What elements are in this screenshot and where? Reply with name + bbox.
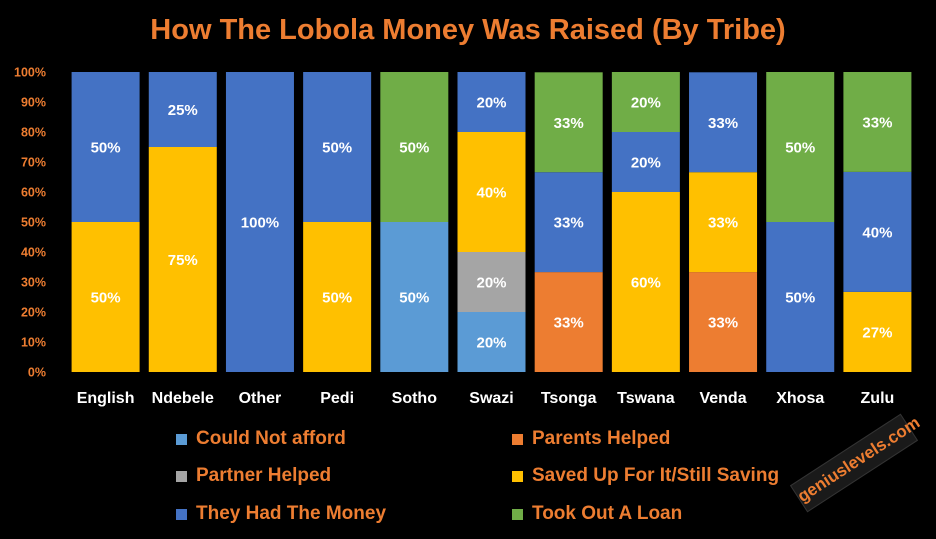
bar-segment [71, 222, 140, 372]
data-label: 20% [631, 155, 661, 172]
x-category-label: Other [239, 390, 282, 407]
bar-segment [380, 72, 449, 222]
chart-title: How The Lobola Money Was Raised (By Trib… [150, 14, 786, 46]
bar-segment [689, 272, 758, 372]
data-label: 33% [554, 115, 584, 132]
bar-segment [457, 72, 526, 132]
bar-segment [611, 132, 680, 192]
bar-segment [534, 72, 603, 173]
y-tick-label: 50% [21, 216, 46, 230]
data-label: 20% [476, 95, 506, 112]
data-label: 33% [708, 315, 738, 332]
data-label: 50% [399, 290, 429, 307]
data-label: 40% [862, 224, 892, 241]
y-tick-label: 20% [21, 306, 46, 320]
bar-segment [843, 291, 912, 372]
x-category-label: Xhosa [776, 390, 824, 407]
data-label: 50% [91, 290, 121, 307]
bar-segment [148, 72, 217, 147]
bar-segment [303, 222, 372, 372]
x-category-label: Pedi [320, 390, 354, 407]
bar-segment [457, 252, 526, 312]
x-category-label: Tswana [617, 390, 675, 407]
data-label: 20% [631, 95, 661, 112]
data-label: 20% [476, 275, 506, 292]
data-label: 50% [785, 290, 815, 307]
data-label: 50% [91, 140, 121, 157]
data-label: 50% [322, 140, 352, 157]
bar-segment [843, 72, 912, 172]
bar-segment [611, 192, 680, 372]
data-label: 33% [554, 315, 584, 332]
data-label: 50% [785, 140, 815, 157]
x-category-label: Tsonga [541, 390, 597, 407]
bar-segment [148, 147, 217, 372]
bar-segment [843, 171, 912, 292]
data-label: 33% [708, 215, 738, 232]
y-tick-label: 10% [21, 336, 46, 350]
y-tick-label: 70% [21, 156, 46, 170]
bar-segment [71, 72, 140, 222]
y-tick-label: 100% [14, 66, 46, 80]
y-tick-label: 0% [28, 366, 46, 380]
data-label: 50% [322, 290, 352, 307]
data-label: 100% [241, 215, 279, 232]
y-tick-label: 60% [21, 186, 46, 200]
bar-segment [689, 72, 758, 173]
bar-segment [225, 72, 294, 372]
bar-segment [303, 72, 372, 222]
x-category-label: English [77, 390, 135, 407]
bar-segment [457, 312, 526, 372]
bar-segment [457, 132, 526, 252]
x-category-label: Venda [699, 390, 746, 407]
x-category-label: Zulu [861, 390, 895, 407]
data-label: 33% [554, 215, 584, 232]
data-label: 40% [476, 185, 506, 202]
data-labels: 50% 50% 75% 25% 100% 50% 50% 50% 50% 20% 20% 40% 20%… [91, 95, 893, 352]
data-label: 33% [862, 114, 892, 131]
bar-segment [766, 72, 835, 222]
bar-segment [611, 72, 680, 132]
y-axis: 0% 10% 20% 30% 40% 50% 60% 70% 80% 90% 100% [14, 66, 46, 380]
bar-segment [689, 172, 758, 273]
y-tick-label: 90% [21, 96, 46, 110]
data-label: 20% [476, 335, 506, 352]
bar-segment [534, 272, 603, 372]
x-axis: English Ndebele Other Pedi Sotho Swazi Tsonga T… [77, 390, 895, 407]
y-tick-label: 40% [21, 246, 46, 260]
bar-segment [766, 222, 835, 372]
x-category-label: Swazi [469, 390, 513, 407]
data-label: 27% [862, 324, 892, 341]
data-label: 75% [168, 252, 198, 269]
data-label: 25% [168, 102, 198, 119]
x-category-label: Sotho [392, 390, 438, 407]
bar-segment [534, 172, 603, 273]
y-tick-label: 80% [21, 126, 46, 140]
bar-segment [380, 222, 449, 372]
data-label: 33% [708, 115, 738, 132]
y-tick-label: 30% [21, 276, 46, 290]
data-label: 60% [631, 275, 661, 292]
x-category-label: Ndebele [152, 390, 214, 407]
bars [71, 72, 912, 372]
data-label: 50% [399, 140, 429, 157]
